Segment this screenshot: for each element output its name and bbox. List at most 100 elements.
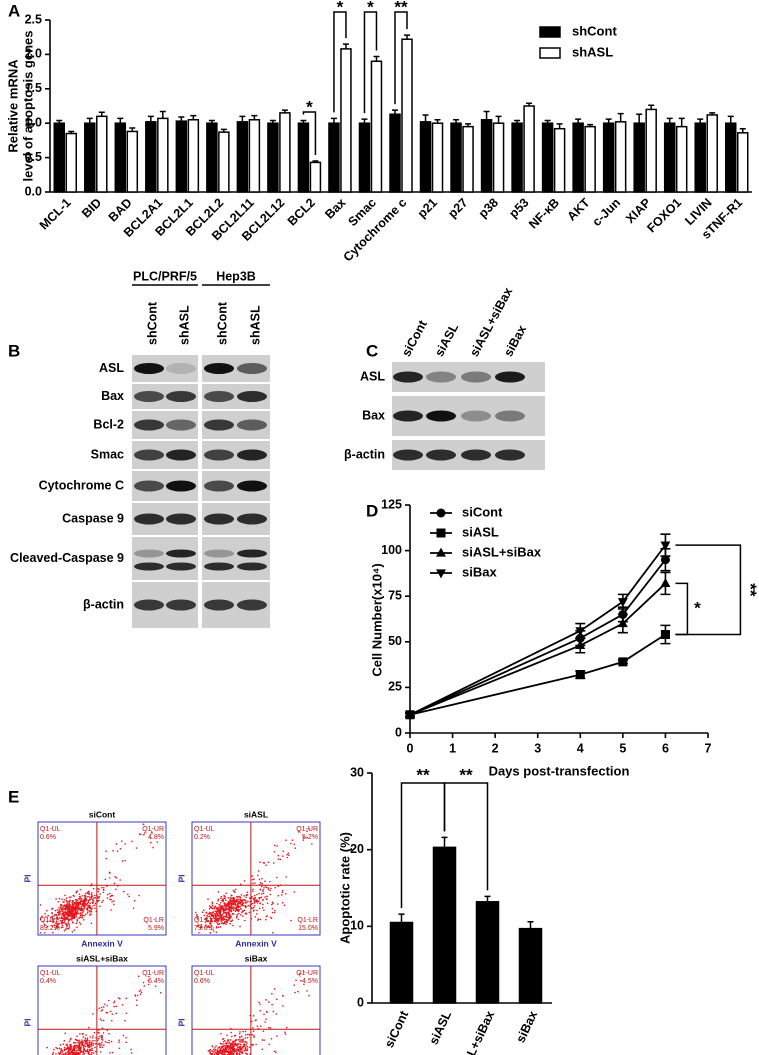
quadrant-value: 5.9% xyxy=(148,925,164,932)
blot-band xyxy=(204,599,234,611)
event-dot xyxy=(89,902,91,905)
event-dot xyxy=(206,914,208,917)
event-dot xyxy=(69,1047,72,1049)
event-dot xyxy=(65,1044,67,1047)
event-dot xyxy=(270,903,273,906)
y-tick-label: 0.0 xyxy=(25,184,42,198)
event-dot xyxy=(110,894,113,897)
event-dot xyxy=(70,918,73,921)
quadrant-value: 4.5% xyxy=(302,978,318,985)
event-dot xyxy=(201,911,204,913)
event-dot xyxy=(298,972,301,975)
event-dot xyxy=(232,924,234,927)
event-dot xyxy=(71,899,74,902)
event-dot xyxy=(226,903,228,906)
event-dot xyxy=(281,902,284,904)
blot-band xyxy=(204,480,234,492)
event-dot xyxy=(219,911,221,913)
event-dot xyxy=(234,909,237,912)
event-dot xyxy=(226,907,229,910)
event-dot xyxy=(297,990,299,993)
event-dot xyxy=(208,1049,211,1052)
event-dot xyxy=(205,924,207,926)
error-bar xyxy=(392,109,398,115)
event-dot xyxy=(54,922,57,924)
event-dot xyxy=(230,910,233,912)
blot-band xyxy=(166,480,196,492)
event-dot xyxy=(239,905,241,908)
event-dot xyxy=(75,913,77,915)
event-dot xyxy=(73,1045,76,1048)
event-dot xyxy=(238,909,240,911)
bar xyxy=(572,122,584,193)
event-dot xyxy=(218,922,221,925)
blot-band xyxy=(134,391,164,402)
event-dot xyxy=(269,916,272,919)
event-dot xyxy=(78,1043,81,1046)
event-dot xyxy=(65,899,68,902)
marker xyxy=(436,569,446,579)
event-dot xyxy=(251,902,254,905)
event-dot xyxy=(92,1035,94,1037)
event-dot xyxy=(246,1042,248,1044)
event-dot xyxy=(271,992,273,995)
event-dot xyxy=(90,1041,92,1044)
quadrant-name: Q1-LL xyxy=(194,917,214,924)
event-dot xyxy=(77,912,79,915)
marker xyxy=(575,627,586,637)
event-dot xyxy=(267,887,269,889)
event-dot xyxy=(225,923,227,926)
event-dot xyxy=(66,901,68,903)
event-dot xyxy=(281,894,283,896)
error-bar xyxy=(86,117,93,124)
event-dot xyxy=(97,1037,100,1040)
event-dot xyxy=(230,894,233,897)
event-dot xyxy=(239,1039,241,1041)
event-dot xyxy=(253,900,256,903)
event-dot xyxy=(258,892,261,895)
error-bar xyxy=(251,114,258,120)
event-dot xyxy=(234,902,237,905)
event-dot xyxy=(256,1025,259,1027)
event-dot xyxy=(78,901,80,904)
event-dot xyxy=(79,899,81,901)
legend-label: siCont xyxy=(462,504,503,519)
event-dot xyxy=(214,910,216,913)
bar xyxy=(633,122,645,193)
event-dot xyxy=(308,994,310,997)
event-dot xyxy=(267,1026,270,1029)
event-dot xyxy=(101,1046,104,1048)
event-dot xyxy=(219,904,222,907)
event-dot xyxy=(208,915,211,918)
event-dot xyxy=(77,910,79,912)
marker xyxy=(660,630,670,640)
error-bar xyxy=(117,117,124,124)
event-dot xyxy=(217,899,219,902)
event-dot xyxy=(79,888,82,891)
event-dot xyxy=(238,902,240,905)
event-dot xyxy=(67,906,69,909)
event-dot xyxy=(108,892,111,895)
event-dot xyxy=(125,997,128,1000)
event-dot xyxy=(86,1037,89,1039)
panel-letter: A xyxy=(8,1,20,20)
row-label: β-actin xyxy=(344,447,385,461)
event-dot xyxy=(252,1030,255,1033)
event-dot xyxy=(242,1030,244,1033)
bar xyxy=(706,114,718,193)
event-dot xyxy=(261,907,264,909)
event-dot xyxy=(84,898,86,901)
event-dot xyxy=(252,910,255,912)
x-tick-label: MCL-1 xyxy=(37,196,74,233)
error-bar xyxy=(373,55,380,62)
event-dot xyxy=(261,1048,264,1051)
event-dot xyxy=(215,1045,217,1047)
bar xyxy=(126,130,139,193)
error-bar xyxy=(544,119,551,124)
event-dot xyxy=(102,1032,105,1034)
event-dot xyxy=(109,872,111,874)
event-dot xyxy=(259,918,262,921)
y-axis-title: PI xyxy=(176,874,186,882)
bar xyxy=(175,120,188,193)
event-dot xyxy=(86,1038,89,1041)
